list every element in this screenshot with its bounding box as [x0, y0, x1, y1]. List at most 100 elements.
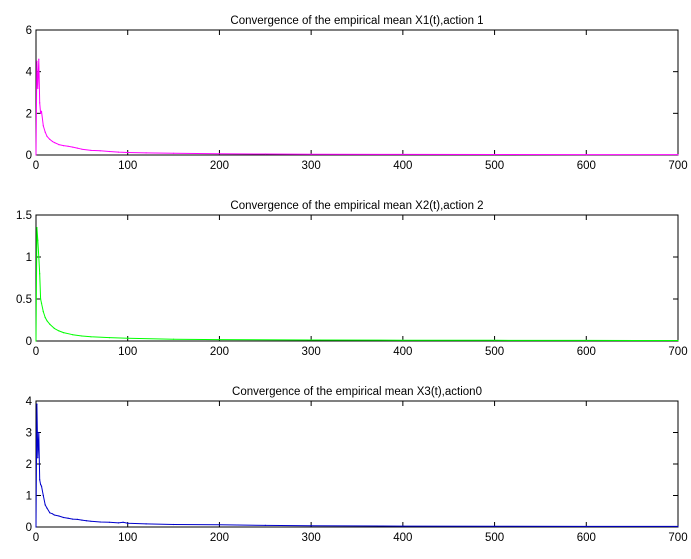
data-point	[42, 311, 44, 313]
data-point	[37, 87, 39, 89]
y-tick-label: 1	[26, 491, 32, 503]
data-point	[46, 320, 48, 322]
data-point	[310, 339, 312, 341]
data-point	[40, 302, 43, 304]
data-point	[35, 154, 37, 156]
x-tick-label: 0	[33, 160, 39, 172]
data-point	[145, 152, 147, 154]
data-point	[58, 330, 60, 332]
data-point	[44, 504, 46, 506]
data-point	[81, 335, 83, 337]
data-point	[53, 141, 55, 144]
data-point	[42, 125, 44, 127]
x-tick-label: 700	[668, 346, 687, 358]
data-point	[76, 147, 78, 149]
data-point	[46, 135, 48, 137]
data-point	[39, 102, 41, 104]
series-line	[35, 58, 678, 156]
x-tick-label: 600	[577, 160, 596, 172]
data-point	[49, 138, 51, 140]
data-point	[40, 110, 43, 112]
data-point	[72, 518, 74, 520]
data-point	[37, 457, 39, 459]
x-tick-label: 300	[302, 346, 321, 358]
data-point	[117, 151, 120, 153]
x-tick-label: 600	[577, 346, 596, 358]
data-point	[677, 339, 679, 342]
data-point	[494, 525, 496, 527]
data-point	[127, 337, 129, 339]
y-tick-label: 2	[26, 108, 32, 120]
y-tick-label: 1.5	[16, 210, 32, 222]
data-point	[585, 154, 587, 156]
x-tick-label: 300	[302, 532, 321, 544]
data-point	[38, 58, 40, 60]
series-line	[35, 227, 679, 342]
data-point	[53, 327, 55, 329]
data-point	[90, 336, 92, 338]
x-tick-label: 500	[485, 160, 504, 172]
chart-title: Convergence of the empirical mean X1(t),…	[230, 15, 483, 27]
subplot-3: Convergence of the empirical mean X3(t),…	[26, 386, 688, 544]
x-tick-label: 200	[210, 346, 229, 358]
data-point	[108, 521, 110, 523]
data-point	[42, 494, 44, 497]
subplot-1: Convergence of the empirical mean X1(t),…	[26, 15, 688, 172]
data-point	[402, 525, 404, 527]
x-tick-label: 100	[118, 346, 137, 358]
data-point	[53, 514, 55, 516]
data-point	[49, 323, 51, 325]
data-point	[44, 131, 46, 133]
data-point	[62, 145, 65, 147]
data-point	[108, 150, 110, 153]
data-point	[310, 525, 312, 527]
y-tick-label: 3	[26, 428, 32, 440]
data-point	[35, 526, 37, 528]
x-tick-label: 400	[393, 160, 412, 172]
data-point	[44, 316, 46, 319]
y-tick-label: 0	[26, 336, 32, 348]
data-point	[127, 522, 129, 524]
y-tick-label: 0.5	[16, 294, 32, 306]
data-point	[173, 338, 175, 340]
data-point	[90, 520, 92, 522]
x-tick-label: 500	[485, 346, 504, 358]
data-point	[173, 523, 175, 526]
data-point	[37, 239, 39, 241]
data-point	[67, 145, 69, 147]
x-tick-label: 700	[668, 532, 687, 544]
x-tick-label: 300	[302, 160, 321, 172]
data-point	[38, 256, 40, 258]
axes-frame	[35, 400, 679, 528]
x-tick-label: 200	[210, 532, 229, 544]
chart-title: Convergence of the empirical mean X3(t),…	[232, 386, 482, 398]
data-point	[40, 485, 43, 487]
data-point	[127, 151, 129, 154]
subplot-2: Convergence of the empirical mean X2(t),…	[16, 200, 688, 358]
x-tick-label: 400	[393, 532, 412, 544]
data-point	[173, 152, 175, 154]
y-tick-label: 2	[26, 459, 32, 471]
data-point	[218, 524, 220, 526]
data-point	[62, 332, 65, 334]
data-point	[62, 516, 65, 519]
data-point	[218, 153, 220, 155]
data-point	[40, 298, 42, 300]
data-point	[85, 520, 87, 522]
axes-frame	[35, 29, 679, 156]
data-point	[36, 227, 38, 229]
data-point	[72, 334, 74, 336]
y-tick-label: 4	[26, 396, 33, 408]
data-point	[585, 525, 587, 528]
data-point	[494, 153, 496, 156]
data-point	[46, 507, 48, 509]
y-tick-label: 6	[26, 25, 32, 37]
data-point	[264, 524, 266, 527]
data-point	[218, 339, 220, 341]
chart-title: Convergence of the empirical mean X2(t),…	[230, 200, 483, 212]
data-point	[81, 519, 83, 521]
data-point	[51, 140, 54, 143]
data-point	[585, 339, 587, 341]
data-point	[81, 148, 83, 150]
data-point	[51, 513, 54, 515]
